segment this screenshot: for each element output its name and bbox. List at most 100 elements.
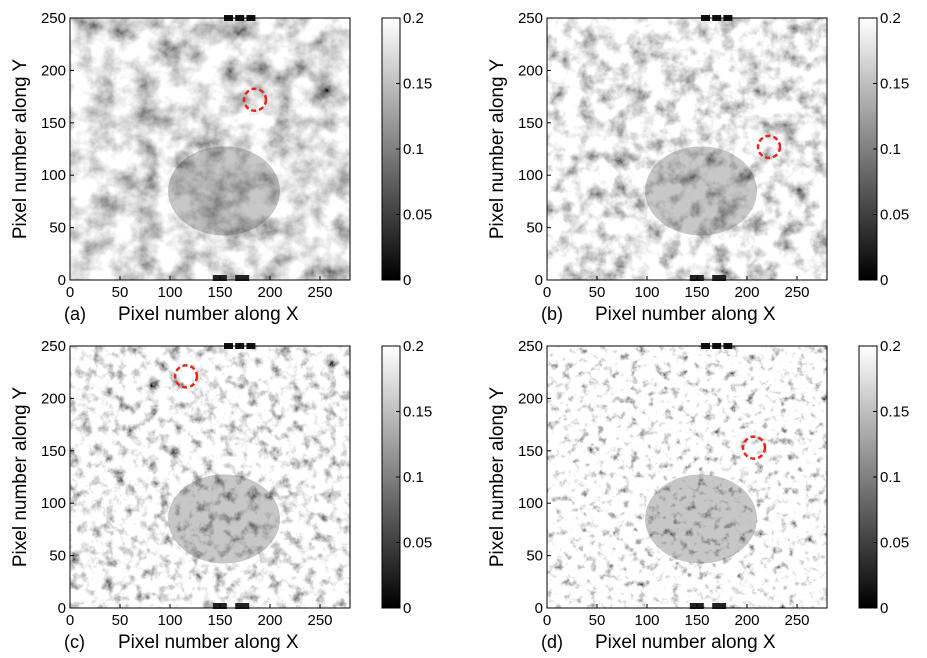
panel-label: (a) [64,304,86,324]
colorbar-tick-label: 0.05 [403,535,432,552]
panel-label: (b) [541,304,563,324]
colorbar-tick-label: 0 [880,272,888,289]
x-tick-label: 250 [307,284,332,301]
panel-label: (c) [64,632,85,652]
y-tick-label: 100 [41,495,66,512]
plot-frame [546,17,828,281]
highlight-marker [756,134,782,160]
x-axis-label: Pixel number along X [118,632,299,653]
y-tick-label: 250 [41,10,66,27]
x-tick-label: 200 [257,284,282,301]
x-axis-label: Pixel number along X [595,304,776,325]
heatmap-image [70,18,350,280]
colorbar-tick-label: 0.15 [403,404,432,421]
x-tick-label: 0 [543,284,551,301]
y-tick-label: 250 [518,338,543,355]
colorbar-tick-label: 0.05 [403,207,432,224]
y-tick-label: 50 [49,220,66,237]
x-tick-label: 100 [157,612,182,629]
plot-frame [69,345,351,609]
panel-label: (d) [541,632,563,652]
heatmap-bottom-tab [712,275,727,281]
x-tick-label: 50 [589,284,606,301]
colorbar-tick-label: 0.05 [880,207,909,224]
panel-b: 0 50 100 150 200 250 0 50 100 150 200 250 (b) Pixel n… [487,10,909,325]
heatmap-dark-region [168,146,280,236]
highlight-marker [741,435,767,460]
panel-a: 0 50 100 150 200 250 0 50 100 150 200 250 (a) Pixel n… [10,10,432,325]
colorbar-tick-label: 0.1 [880,141,901,158]
y-axis-label: Pixel number along Y [487,59,508,240]
y-axis-label: Pixel number along Y [10,59,31,240]
x-tick-label: 100 [634,612,659,629]
heatmap-image [70,346,350,608]
colorbar-tick-label: 0 [403,600,411,617]
colorbar-tick-label: 0.2 [880,338,901,355]
y-tick-label: 100 [518,495,543,512]
x-tick-label: 0 [66,284,74,301]
y-tick-label: 0 [58,272,66,289]
plot-frame [546,345,828,609]
plot-frame [69,17,351,281]
x-tick-label: 150 [684,612,709,629]
y-tick-label: 200 [41,390,66,407]
y-tick-label: 200 [41,62,66,79]
heatmap-dark-region [645,146,757,236]
colorbar-tick-label: 0.2 [880,10,901,27]
colorbar-tick-label: 0.1 [403,469,424,486]
x-tick-label: 200 [734,612,759,629]
x-tick-label: 150 [684,284,709,301]
y-tick-label: 0 [535,600,543,617]
y-tick-label: 50 [526,220,543,237]
x-tick-label: 100 [157,284,182,301]
highlight-marker [173,364,199,389]
y-tick-label: 200 [518,390,543,407]
x-tick-label: 250 [307,612,332,629]
y-tick-label: 250 [41,338,66,355]
x-axis-label: Pixel number along X [118,304,299,325]
y-tick-label: 100 [518,167,543,184]
x-tick-label: 150 [207,284,232,301]
y-tick-label: 150 [518,443,543,460]
heatmap-bottom-tab [235,275,250,281]
x-tick-label: 250 [784,612,809,629]
y-tick-label: 0 [58,600,66,617]
colorbar-tick-label: 0.1 [403,141,424,158]
x-axis-label: Pixel number along X [595,632,776,653]
colorbar-tick-label: 0.1 [880,469,901,486]
y-axis-label: Pixel number along Y [10,387,31,568]
heatmap-bottom-tab [712,603,727,609]
colorbar-tick-label: 0.15 [403,76,432,93]
x-tick-label: 0 [543,612,551,629]
colorbar-tick-label: 0 [880,600,888,617]
panel-c: 0 50 100 150 200 250 0 50 100 150 200 250 (c) Pixel n… [10,338,432,653]
heatmap-dark-region [168,474,280,564]
highlight-marker [242,87,268,112]
heatmap-image [547,346,827,608]
y-tick-label: 0 [535,272,543,289]
x-tick-label: 200 [257,612,282,629]
y-tick-label: 200 [518,62,543,79]
x-tick-label: 50 [112,612,129,629]
x-tick-label: 50 [589,612,606,629]
x-tick-label: 100 [634,284,659,301]
colorbar-tick-label: 0.15 [880,76,909,93]
colorbar-tick-label: 0.05 [880,535,909,552]
colorbar-tick-label: 0 [403,272,411,289]
heatmap-dark-region [645,474,757,564]
y-tick-label: 250 [518,10,543,27]
y-axis-label: Pixel number along Y [487,387,508,568]
y-tick-label: 100 [41,167,66,184]
y-tick-label: 150 [518,115,543,132]
colorbar-tick-label: 0.2 [403,338,424,355]
x-tick-label: 200 [734,284,759,301]
x-tick-label: 250 [784,284,809,301]
y-tick-label: 50 [49,548,66,565]
y-tick-label: 150 [41,443,66,460]
y-tick-label: 50 [526,548,543,565]
x-tick-label: 0 [66,612,74,629]
colorbar-tick-label: 0.2 [403,10,424,27]
panel-d: 0 50 100 150 200 250 0 50 100 150 200 250 (d) Pixel n… [487,338,909,653]
heatmap-bottom-tab [235,603,250,609]
